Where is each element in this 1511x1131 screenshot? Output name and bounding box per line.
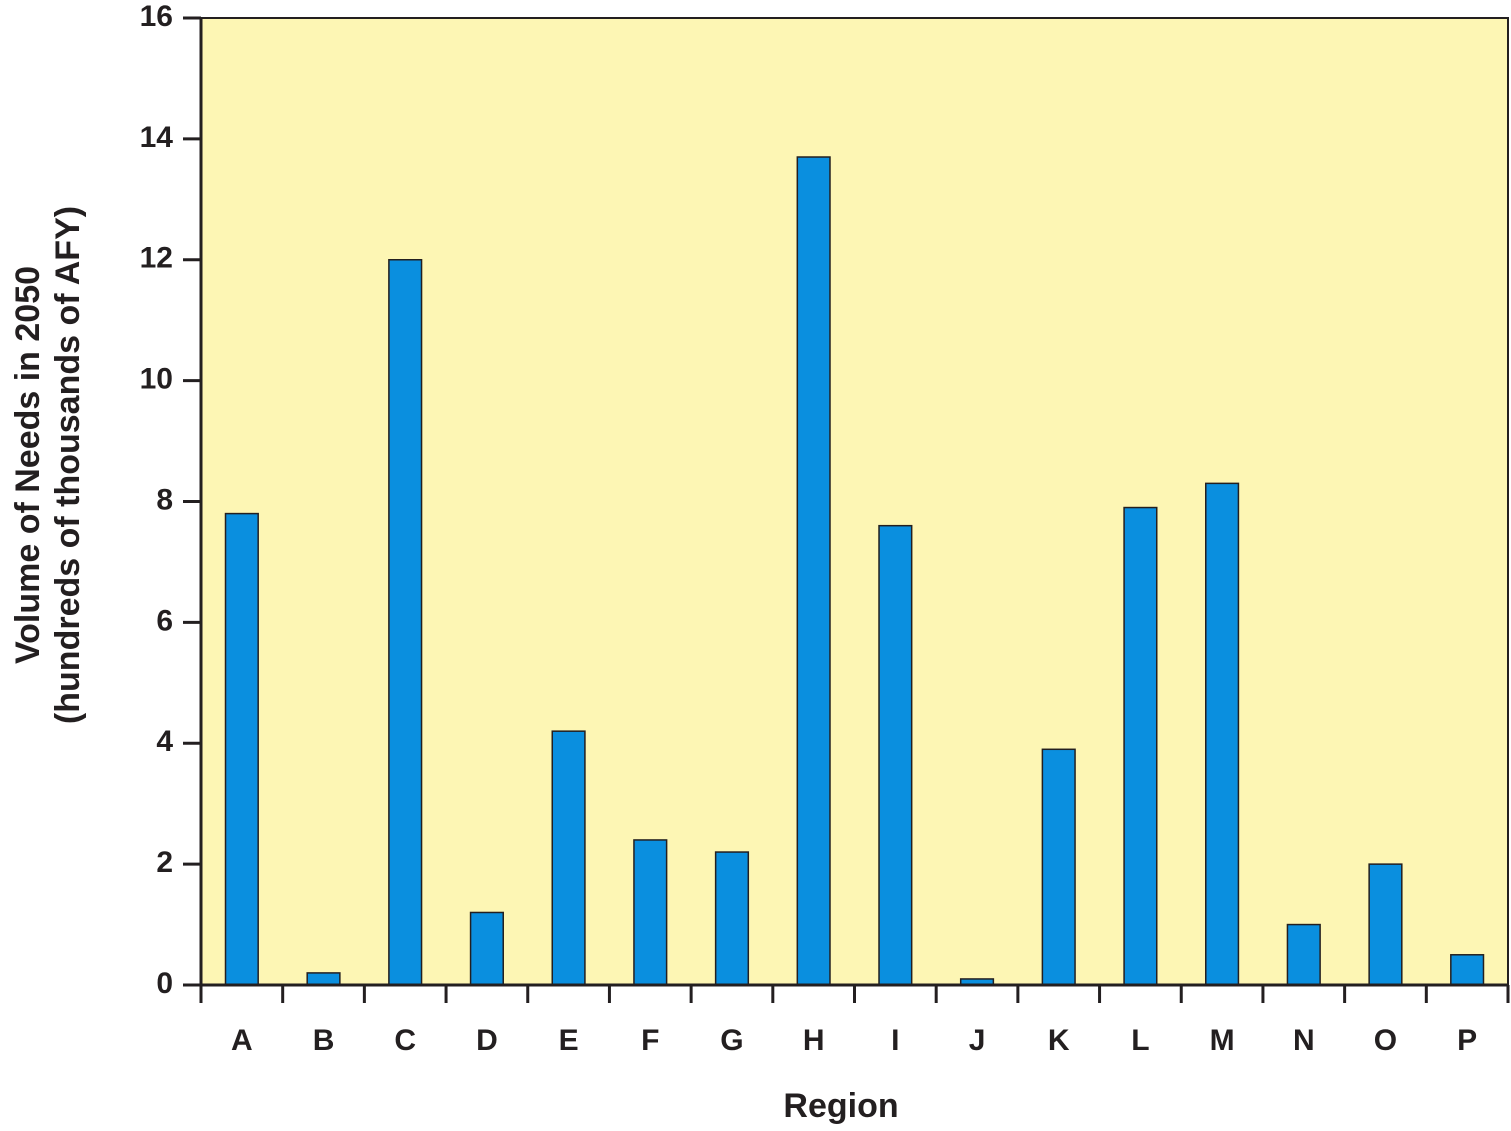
bar xyxy=(306,972,341,986)
y-tick-label: 6 xyxy=(156,604,173,637)
bar xyxy=(1123,506,1158,986)
x-tick-label: I xyxy=(891,1024,899,1057)
x-tick-label: J xyxy=(969,1024,986,1057)
y-tick-label: 8 xyxy=(156,483,173,516)
bar xyxy=(1205,482,1240,986)
bar xyxy=(1450,954,1485,986)
y-tick-label: 0 xyxy=(156,967,173,1000)
y-tick-label: 10 xyxy=(140,363,173,396)
y-tick-label: 16 xyxy=(140,0,173,33)
y-tick-label: 14 xyxy=(140,121,174,154)
y-tick-label: 12 xyxy=(140,242,173,275)
bar xyxy=(1041,748,1076,986)
bar xyxy=(1368,863,1403,986)
bar xyxy=(469,911,504,986)
x-tick-label: K xyxy=(1048,1024,1070,1057)
bar xyxy=(224,512,259,986)
x-tick-label: N xyxy=(1293,1024,1315,1057)
y-tick-label: 4 xyxy=(156,725,173,758)
x-tick-label: M xyxy=(1210,1024,1235,1057)
x-tick-label: A xyxy=(231,1024,253,1057)
x-tick-label: B xyxy=(313,1024,335,1057)
bar xyxy=(1286,923,1321,986)
x-tick-label: G xyxy=(720,1024,743,1057)
x-tick-label: O xyxy=(1374,1024,1397,1057)
x-axis-title: Region xyxy=(783,1087,898,1125)
bar xyxy=(878,524,913,986)
y-axis-title-line: Volume of Needs in 2050 xyxy=(9,266,47,664)
bar xyxy=(388,259,423,986)
bar xyxy=(633,839,668,986)
x-tick-label: F xyxy=(641,1024,659,1057)
x-tick-label: L xyxy=(1131,1024,1149,1057)
bar xyxy=(714,851,750,986)
bar xyxy=(796,156,831,986)
y-axis-title-line: (hundreds of thousands of AFY) xyxy=(49,206,87,724)
x-tick-label: H xyxy=(803,1024,825,1057)
x-tick-label: P xyxy=(1457,1024,1477,1057)
y-tick-label: 2 xyxy=(156,846,173,879)
y-axis-title: Volume of Needs in 2050 (hundreds of tho… xyxy=(9,206,87,724)
x-tick-label: E xyxy=(559,1024,579,1057)
bar xyxy=(551,730,586,986)
x-tick-label: D xyxy=(476,1024,498,1057)
x-tick-label: C xyxy=(394,1024,416,1057)
